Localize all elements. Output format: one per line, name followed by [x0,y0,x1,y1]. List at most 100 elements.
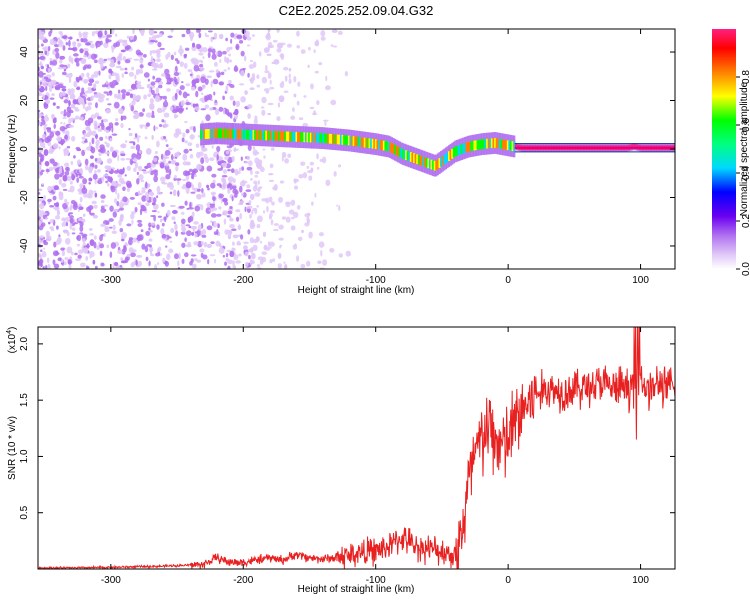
spectrogram-speckle [154,151,158,155]
spectrogram-speckle [239,212,243,220]
spectrogram-speckle [241,29,247,34]
signal-core [357,136,360,147]
spectrogram-speckle [70,161,74,166]
spectrogram-speckle [40,262,43,268]
spectrogram-speckle [86,105,92,111]
spectrogram-speckle [52,143,59,149]
spectrogram-speckle [200,92,204,96]
spectrogram-speckle [227,156,233,164]
spectrogram-speckle [333,171,337,177]
signal-core [382,140,386,151]
spectrogram-speckle [322,259,328,266]
colorbar-tick-label: 0.0 [741,262,750,276]
spectrogram-speckle [216,145,221,153]
spectrogram-speckle [221,162,228,168]
spectrogram-speckle [163,216,167,221]
spectrogram-speckle [170,228,175,233]
spectrogram-speckle [151,49,157,54]
spectrogram-speckle [238,39,244,44]
spectrogram-speckle [45,264,48,269]
spectrogram-speckle [144,245,149,253]
spectrogram-speckle [134,133,138,138]
spectrogram-speckle [177,260,180,267]
spectrogram-speckle [149,50,153,56]
spectrogram-speckle [226,184,230,189]
spectrogram-speckle [51,93,55,97]
spectrogram-speckle [175,165,179,172]
spectrogram-speckle [293,93,297,98]
spectrogram-speckle [59,172,63,178]
spectrogram-speckle [151,202,156,206]
spectrogram-speckle [201,192,206,198]
spectrogram-speckle [152,75,156,80]
spectrogram-speckle [119,264,123,268]
spectrogram-speckle [40,43,44,47]
spectrogram-speckle [180,211,185,215]
spectrogram-speckle [214,108,220,116]
spectrogram-speckle [211,207,218,211]
spectrogram-speckle [170,29,174,33]
spectrogram-speckle [222,50,227,55]
spectrogram-speckle [246,184,251,189]
spectrogram-speckle [248,254,251,260]
spectrogram-speckle [249,214,252,219]
spectrogram-speckle [200,157,205,165]
spectrogram-speckle [75,58,78,63]
spectrogram-speckle [249,79,255,82]
spectrogram-speckle [150,214,156,218]
spectrogram-speckle [230,32,235,38]
spectrogram-speckle [59,191,64,198]
spectrogram-speckle [199,248,205,253]
spectrogram-speckle [187,207,194,210]
spectrogram-x-tick-label: -100 [366,275,386,286]
spectrogram-speckle [227,210,233,215]
spectrogram-speckle [237,202,244,206]
spectrogram-speckle [174,174,177,179]
spectrogram-speckle [182,228,186,233]
spectrogram-speckle [163,112,170,118]
spectrogram-speckle [94,133,99,140]
spectrogram-speckle [103,126,106,132]
spectrogram-speckle [95,40,102,44]
signal-core [335,134,338,145]
signal-core [373,139,376,149]
spectrogram-speckle [308,175,313,181]
spectrogram-speckle [233,147,237,152]
spectrogram-speckle [72,99,78,105]
spectrogram-speckle [84,138,88,142]
spectrogram-speckle [62,45,66,51]
spectrogram-speckle [169,240,173,243]
spectrogram-speckle [102,118,109,123]
signal-core [284,131,287,142]
spectrogram-speckle [39,255,42,259]
spectrogram-speckle [177,76,180,83]
spectrogram-speckle [198,52,204,56]
spectrogram-speckle [268,215,272,220]
spectrogram-speckle [50,229,55,232]
spectrogram-speckle [99,40,103,46]
spectrogram-speckle [232,265,236,269]
spectrogram-speckle [120,199,123,202]
spectrogram-speckle [211,53,217,60]
spectrogram-speckle [120,49,126,53]
spectrogram-speckle [271,201,275,206]
spectrogram-speckle [102,204,109,207]
spectrogram-speckle [62,261,67,266]
spectrogram-speckle [338,164,342,168]
spectrogram-speckle [175,178,182,181]
spectrogram-speckle [198,59,202,63]
spectrogram-speckle [43,247,46,250]
signal-core [478,139,481,150]
spectrogram-speckle [94,112,100,118]
spectrogram-speckle [131,66,135,71]
signal-core [255,130,258,140]
spectrogram-speckle [74,252,78,256]
spectrogram-speckle [69,223,73,230]
signal-core [281,131,284,142]
spectrogram-speckle [92,259,96,265]
spectrogram-speckle [62,188,68,192]
signal-core [471,140,475,151]
spectrogram-speckle [42,81,48,87]
signal-core [317,133,320,143]
spectrogram-speckle [219,59,222,63]
